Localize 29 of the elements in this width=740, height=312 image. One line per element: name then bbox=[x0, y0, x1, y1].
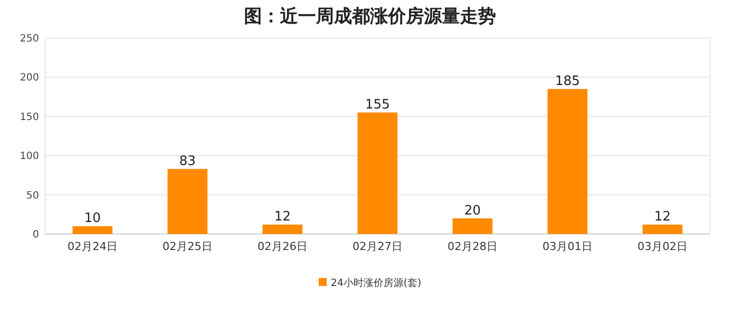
x-tick-label: 03月01日 bbox=[542, 240, 592, 253]
x-tick-label: 02月26日 bbox=[258, 240, 308, 253]
data-label: 12 bbox=[654, 210, 671, 225]
data-label: 155 bbox=[365, 97, 390, 112]
data-label: 12 bbox=[274, 210, 291, 225]
y-tick-label: 100 bbox=[20, 151, 39, 162]
y-tick-label: 250 bbox=[20, 34, 39, 44]
x-tick-label: 03月02日 bbox=[638, 240, 688, 253]
data-label: 10 bbox=[84, 211, 101, 226]
y-tick-label: 150 bbox=[20, 112, 39, 123]
bar bbox=[168, 168, 208, 234]
y-tick-label: 0 bbox=[32, 230, 39, 240]
data-label: 185 bbox=[555, 74, 580, 89]
bar bbox=[642, 224, 682, 234]
bar bbox=[72, 226, 112, 234]
x-tick-label: 02月25日 bbox=[162, 240, 212, 253]
bar bbox=[262, 224, 302, 234]
legend-label: 24小时涨价房源(套) bbox=[330, 277, 422, 289]
y-tick-label: 50 bbox=[26, 190, 39, 202]
y-tick-label: 200 bbox=[20, 72, 39, 84]
data-label: 20 bbox=[464, 203, 481, 218]
bar bbox=[358, 112, 398, 234]
chart-title: 图：近一周成都涨价房源量走势 bbox=[244, 6, 496, 27]
x-tick-label: 02月27日 bbox=[352, 240, 402, 253]
bar bbox=[548, 88, 588, 234]
x-tick-label: 02月28日 bbox=[448, 240, 498, 253]
bar bbox=[452, 218, 492, 234]
data-label: 83 bbox=[179, 154, 196, 169]
x-tick-label: 02月24日 bbox=[68, 240, 118, 253]
